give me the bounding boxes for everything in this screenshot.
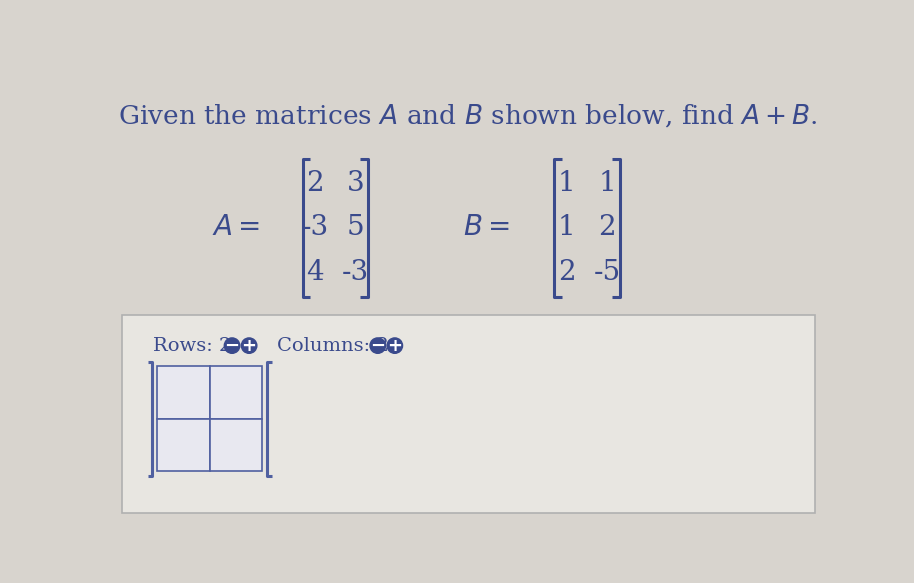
Text: $B =$: $B =$ bbox=[462, 215, 509, 241]
Bar bbox=[209, 366, 262, 419]
Text: 2: 2 bbox=[558, 259, 576, 286]
Bar bbox=[157, 419, 209, 471]
Circle shape bbox=[370, 338, 386, 353]
Text: 3: 3 bbox=[346, 170, 364, 196]
Text: Rows: 2: Rows: 2 bbox=[153, 336, 231, 354]
Text: −: − bbox=[370, 336, 386, 354]
Text: Given the matrices $A$ and $B$ shown below, find $A + B$.: Given the matrices $A$ and $B$ shown bel… bbox=[119, 102, 818, 129]
Text: −: − bbox=[225, 336, 239, 354]
Text: 1: 1 bbox=[599, 170, 616, 196]
Text: $A =$: $A =$ bbox=[212, 215, 260, 241]
Text: +: + bbox=[241, 336, 257, 354]
Text: -3: -3 bbox=[302, 215, 328, 241]
Text: -5: -5 bbox=[593, 259, 621, 286]
Circle shape bbox=[241, 338, 257, 353]
Circle shape bbox=[224, 338, 239, 353]
Circle shape bbox=[243, 339, 255, 352]
Text: Columns: 2: Columns: 2 bbox=[277, 336, 388, 354]
Bar bbox=[157, 366, 209, 419]
Text: -3: -3 bbox=[342, 259, 369, 286]
Text: 1: 1 bbox=[558, 215, 576, 241]
Bar bbox=[122, 315, 815, 512]
Text: 1: 1 bbox=[558, 170, 576, 196]
Text: 2: 2 bbox=[306, 170, 324, 196]
Text: 5: 5 bbox=[346, 215, 364, 241]
Circle shape bbox=[387, 338, 402, 353]
Text: +: + bbox=[388, 336, 402, 354]
Text: 4: 4 bbox=[306, 259, 324, 286]
Bar bbox=[209, 419, 262, 471]
Text: 2: 2 bbox=[599, 215, 616, 241]
